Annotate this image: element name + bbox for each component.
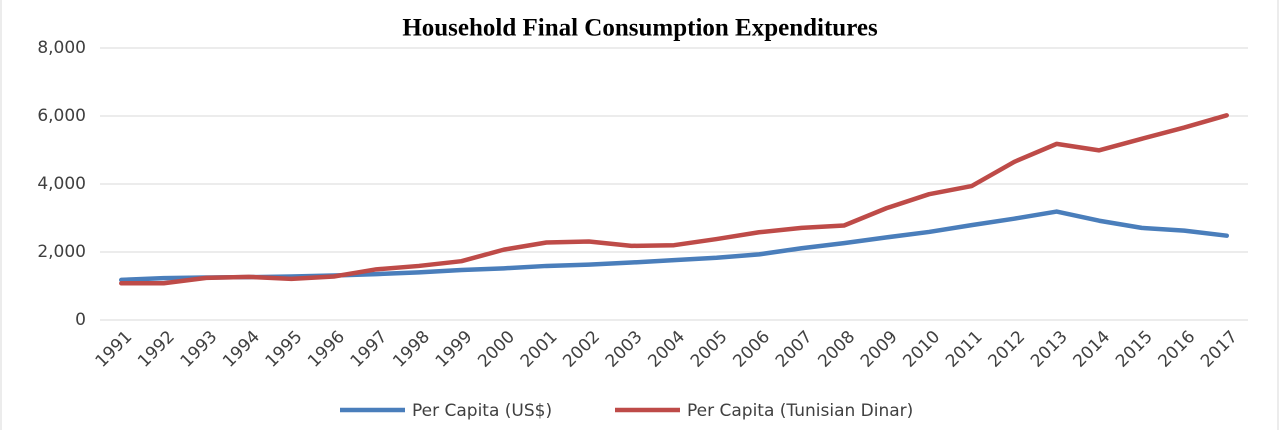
x-tick-label: 2008 (814, 327, 859, 372)
x-tick-label: 1995 (262, 327, 307, 372)
x-tick-label: 1998 (389, 327, 434, 372)
x-tick-label: 2011 (942, 327, 987, 372)
legend-label: Per Capita (US$) (412, 401, 552, 421)
y-tick-label: 2,000 (37, 242, 86, 262)
x-tick-label: 2013 (1027, 327, 1072, 372)
x-tick-label: 2014 (1070, 327, 1115, 372)
y-tick-label: 4,000 (37, 174, 86, 194)
y-tick-label: 0 (75, 310, 86, 330)
x-tick-label: 2009 (857, 327, 902, 372)
y-tick-label: 6,000 (37, 106, 86, 126)
x-tick-label: 2006 (729, 327, 774, 372)
x-tick-label: 2016 (1155, 327, 1200, 372)
x-tick-label: 2017 (1197, 327, 1242, 372)
x-tick-label: 2001 (517, 327, 562, 372)
x-tick-label: 2000 (474, 327, 519, 372)
x-tick-label: 2005 (687, 327, 732, 372)
x-tick-label: 2004 (644, 327, 689, 372)
chart-title: Household Final Consumption Expenditures (402, 15, 878, 42)
x-tick-label: 2015 (1112, 327, 1157, 372)
x-tick-label: 2007 (772, 327, 817, 372)
legend-label: Per Capita (Tunisian Dinar) (687, 401, 913, 421)
x-tick-label: 2002 (559, 327, 604, 372)
x-tick-label: 1992 (134, 327, 179, 372)
x-tick-label: 1994 (219, 327, 264, 372)
line-series (119, 113, 1229, 286)
x-tick-label: 2003 (602, 327, 647, 372)
x-tick-label: 1993 (177, 327, 222, 372)
x-tick-label: 2012 (984, 327, 1029, 372)
x-tick-label: 1996 (304, 327, 349, 372)
x-tick-label: 1997 (347, 327, 392, 372)
x-tick-label: 1999 (432, 327, 477, 372)
x-tick-label: 2010 (899, 327, 944, 372)
y-tick-label: 8,000 (37, 38, 86, 58)
x-tick-label: 1991 (92, 327, 137, 372)
